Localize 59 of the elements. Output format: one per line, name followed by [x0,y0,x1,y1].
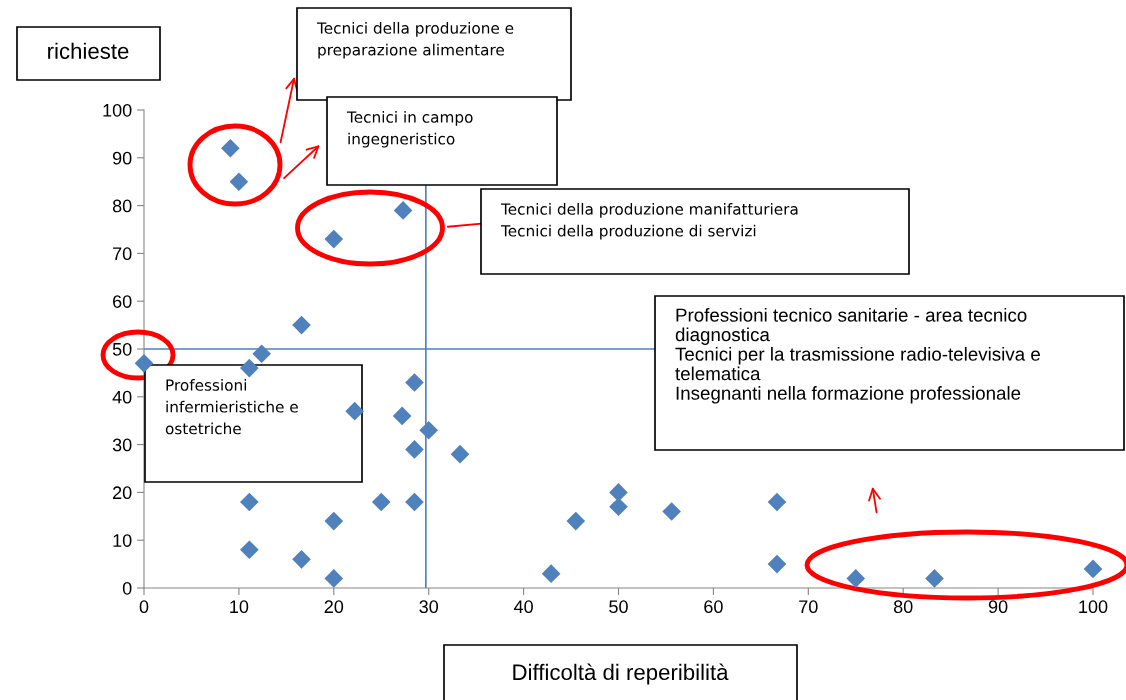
x-tick-label: 40 [513,600,533,614]
point [252,344,271,364]
x-tick-label: 70 [799,600,818,614]
point [393,201,413,220]
point [240,492,259,512]
point [405,492,424,512]
point [419,420,439,440]
point [240,540,259,560]
y-tick-label: 90 [112,151,132,165]
point [566,511,586,531]
point [324,511,344,531]
annotation: Tecnici in campo ingegneristico [346,111,473,148]
point [345,401,364,421]
x-tick-label: 30 [419,600,439,614]
x-tick-label: 50 [609,600,628,614]
point [324,229,344,249]
y-tick-label: 60 [113,295,132,308]
x-tick-label: 10 [230,600,249,614]
x-tick-label: 20 [324,600,344,614]
point [292,550,311,569]
y-tick-label: 10 [113,534,132,547]
point [324,569,344,588]
y-tick-label: 80 [112,199,132,213]
point [662,502,681,521]
point [450,444,470,464]
annotation: Professioni tecnico sanitarie - area tecnico diagnostica Tecnici per la trasmissione radio-televisiva e telematica Insegnanti nella formazione professionale [675,308,1040,404]
point [541,564,561,583]
point [240,358,259,378]
point [292,315,311,335]
x-tick-label: 80 [893,600,913,614]
x-tick-label: 0 [139,600,149,614]
y-tick-label: 0 [122,581,132,595]
point [405,373,424,392]
x-tick-label: 60 [704,600,723,614]
y-axis-title: richieste [48,42,129,59]
point [1083,559,1103,579]
point [767,554,787,574]
y-tick-label: 70 [113,247,132,261]
point [405,440,424,459]
annotation: Professioni infermieristiche e ostetriche [165,379,298,435]
x-tick-label: 90 [988,600,1008,614]
annotation: Tecnici della produzione manifatturiera Tecnici della produzione di servizi [500,203,798,240]
point [392,406,412,426]
point [221,138,240,158]
y-tick-label: 30 [112,438,132,452]
point [609,497,628,517]
y-tick-label: 100 [103,103,132,117]
text: Tecnici della produzione e preparazione alimentare [316,22,514,59]
point [229,172,249,192]
x-axis-title: Difficoltà di reperibilità [513,663,729,685]
point [609,483,628,502]
point [925,569,944,588]
point [371,492,391,512]
point [846,569,866,588]
point [767,492,787,512]
x-tick-label: 100 [1079,600,1108,614]
y-tick-label: 20 [113,486,132,500]
y-tick-label: 40 [112,390,132,404]
y-tick-label: 50 [112,342,132,356]
